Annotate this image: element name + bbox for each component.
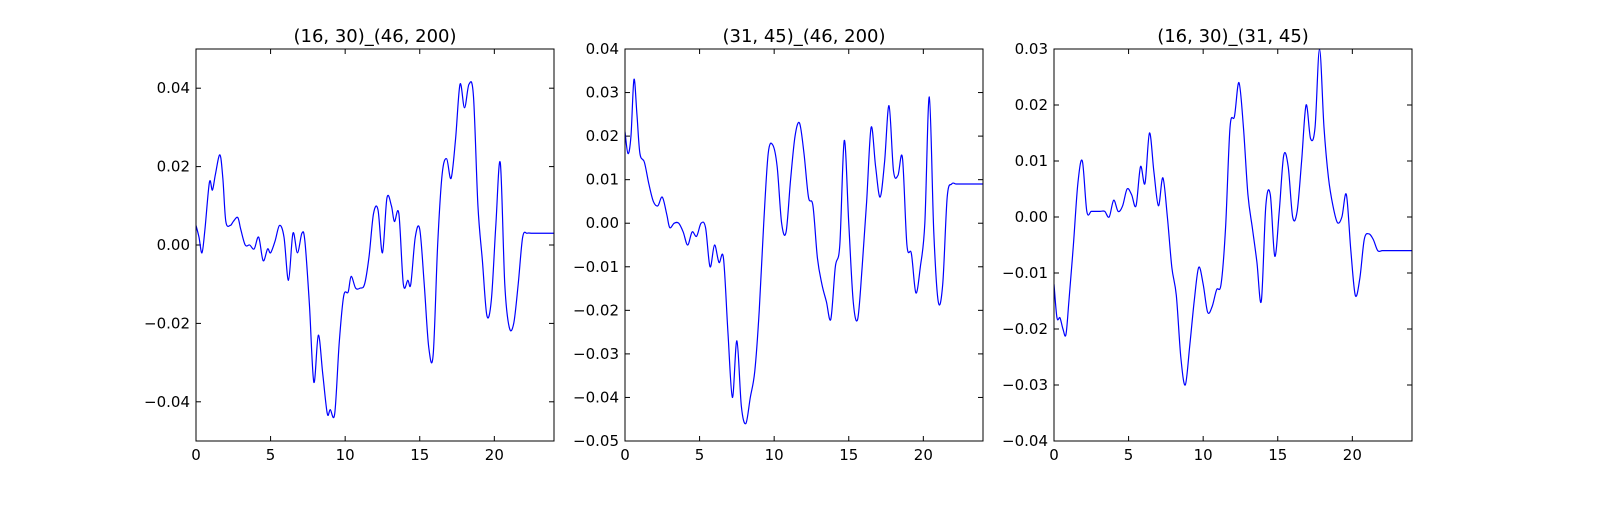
panel-3-title: (16, 30)_(31, 45) [1157,26,1309,47]
panel-3-xtick-label: 20 [1343,446,1362,464]
panel-2-ytick-label: 0.04 [586,40,619,58]
panel-3-ytick-label: 0.02 [1015,96,1048,114]
panel-2-ytick-label: −0.01 [573,258,619,276]
panel-2-frame [624,48,984,442]
panel-3-ytick-label: 0.03 [1015,40,1048,58]
panel-3-xtick-label: 5 [1124,446,1134,464]
panel-1-series-line [196,81,554,419]
panel-2-ytick-label: 0.00 [586,214,619,232]
panel-3-frame [1053,48,1413,442]
panel-2-ytick-label: −0.05 [573,432,619,450]
panel-1-ytick-label: 0.00 [157,236,190,254]
panel-1-xtick-label: 0 [191,446,201,464]
panel-2-ytick-label: 0.03 [586,84,619,102]
panel-2-ytick-label: 0.02 [586,127,619,145]
panel-1-ytick-label: −0.02 [144,314,190,332]
panel-1-xtick-label: 5 [266,446,276,464]
panel-2-xtick-label: 5 [695,446,705,464]
panel-3-xtick-label: 0 [1049,446,1059,464]
panel-3: (16, 30)_(31, 45) 0 5 10 15 20 −0.04 −0.03 −0.0… [1002,26,1413,464]
panel-1-frame [195,48,555,442]
panel-3-ytick-label: −0.02 [1002,320,1048,338]
panel-3-ytick-label: −0.04 [1002,432,1048,450]
panel-2-xtick-label: 20 [914,446,933,464]
panel-1-xtick-label: 10 [336,446,355,464]
panel-1-ytick-label: −0.04 [144,393,190,411]
panel-1-title: (16, 30)_(46, 200) [293,26,456,47]
panel-2-series-line [625,78,983,425]
panel-3-ytick-label: −0.01 [1002,264,1048,282]
panel-3-series-line [1054,49,1412,386]
panel-2-title: (31, 45)_(46, 200) [722,26,885,47]
panel-2-ytick-label: −0.04 [573,388,619,406]
panel-2-ytick-label: 0.01 [586,171,619,189]
panel-1-xtick-label: 15 [410,446,429,464]
panel-3-xtick-label: 10 [1194,446,1213,464]
panel-3-ytick-label: 0.01 [1015,152,1048,170]
panel-3-ytick-label: 0.00 [1015,208,1048,226]
panel-3-ytick-label: −0.03 [1002,376,1048,394]
panel-2-ytick-label: −0.03 [573,345,619,363]
panel-1: (16, 30)_(46, 200) 0 5 10 15 20 −0.04 −0.02 0.0… [144,26,555,464]
panel-1-ytick-label: 0.04 [157,79,190,97]
panel-2-xtick-label: 0 [620,446,630,464]
panel-1-ytick-label: 0.02 [157,158,190,176]
panel-2-ytick-label: −0.02 [573,301,619,319]
panel-1-xtick-label: 20 [485,446,504,464]
panel-2-xtick-label: 15 [839,446,858,464]
panel-2: (31, 45)_(46, 200) 0 5 10 15 20 −0.05 −0.04 −0.… [573,26,984,464]
panel-3-xtick-label: 15 [1268,446,1287,464]
panel-2-xtick-label: 10 [765,446,784,464]
